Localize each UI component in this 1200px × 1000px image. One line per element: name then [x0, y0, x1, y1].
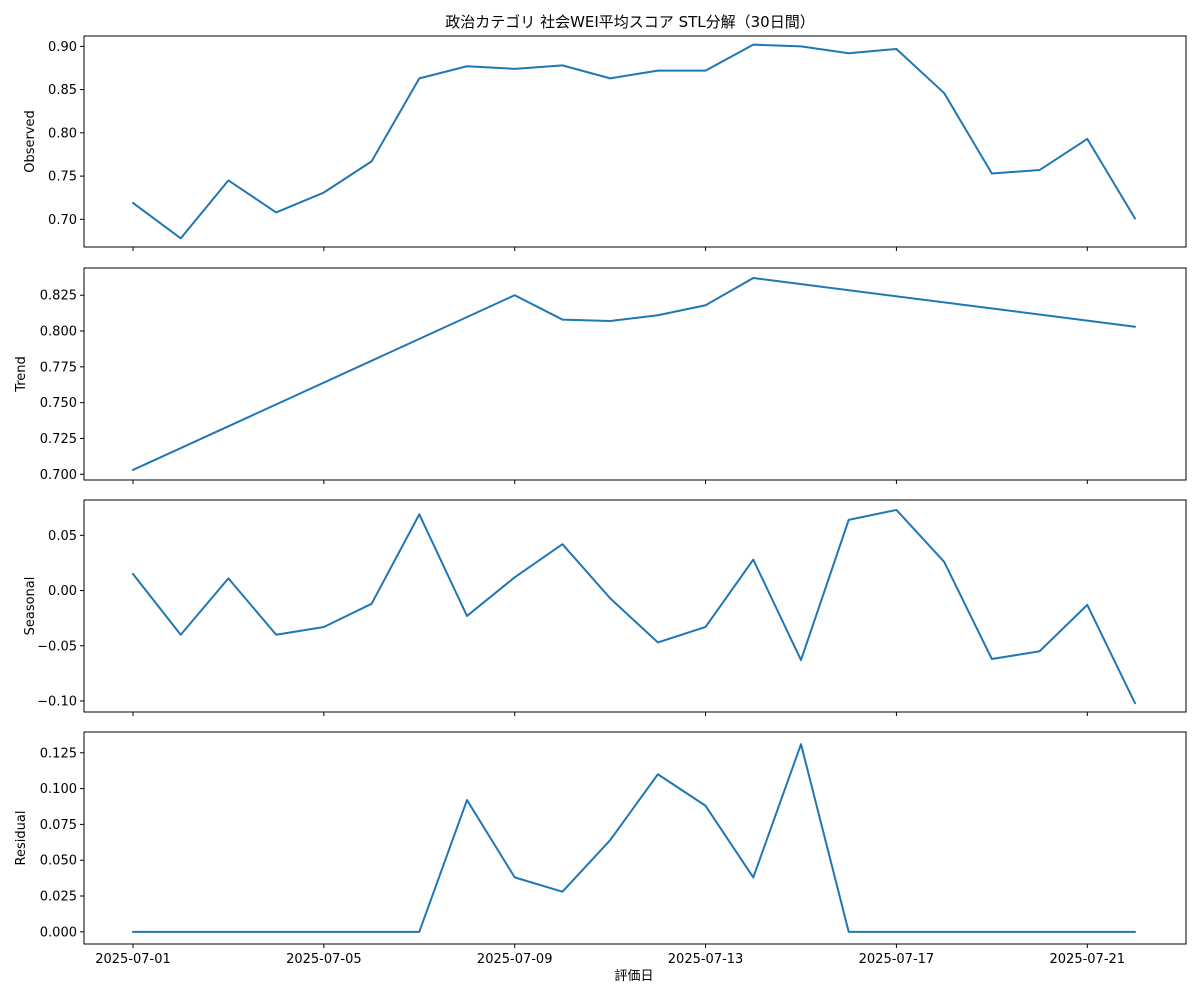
axes-frame — [83, 35, 1187, 248]
panel-trend: 0.700 0.725 0.750 0.775 0.800 0.825 Trend — [14, 267, 1187, 484]
y-axis-label: Trend — [14, 356, 29, 393]
y-tick-label: 0.700 — [40, 468, 77, 483]
y-tick-label: 0.750 — [40, 396, 77, 411]
y-tick-label: 0.90 — [48, 40, 77, 55]
y-tick-label: 0.800 — [40, 325, 77, 340]
axes-frame — [83, 267, 1187, 481]
series-line-observed — [132, 43, 1136, 240]
y-tick-label: 0.050 — [40, 854, 77, 869]
y-tick-label: 0.075 — [40, 818, 77, 833]
series-line-trend — [132, 277, 1136, 471]
y-tick-label: −0.10 — [37, 694, 77, 709]
y-tick-label: 0.000 — [40, 925, 77, 940]
y-tick-label: 0.70 — [48, 213, 77, 228]
y-tick-label: 0.825 — [40, 289, 77, 304]
x-tick-label: 2025-07-13 — [668, 952, 744, 967]
x-tick-label: 2025-07-01 — [95, 952, 171, 967]
y-axis-label: Residual — [14, 811, 29, 866]
x-tick-label: 2025-07-21 — [1050, 952, 1126, 967]
panel-residual: 0.000 0.025 0.050 0.075 0.100 0.125 2025-07-01… — [14, 731, 1187, 967]
series-line-seasonal — [132, 508, 1136, 705]
panel-observed: 0.70 0.75 0.80 0.85 0.90 Observed — [23, 35, 1187, 251]
y-tick-label: 0.025 — [40, 890, 77, 905]
panel-seasonal: −0.10 −0.05 0.00 0.05 Seasonal — [23, 499, 1187, 716]
series-line-residual — [132, 743, 1136, 933]
y-tick-label: 0.125 — [40, 746, 77, 761]
axes-frame — [83, 731, 1187, 945]
x-axis-label: 評価日 — [614, 969, 653, 984]
y-tick-label: −0.05 — [37, 639, 77, 654]
y-tick-label: 0.75 — [48, 170, 77, 185]
x-tick-label: 2025-07-09 — [477, 952, 553, 967]
chart-title: 政治カテゴリ 社会WEI平均スコア STL分解（30日間） — [445, 13, 814, 31]
y-tick-label: 0.85 — [48, 83, 77, 98]
axes-frame — [83, 499, 1187, 713]
x-tick-label: 2025-07-05 — [286, 952, 362, 967]
y-axis-label: Observed — [23, 110, 38, 173]
y-tick-label: 0.00 — [48, 584, 77, 599]
y-tick-label: 0.775 — [40, 360, 77, 375]
y-tick-label: 0.80 — [48, 126, 77, 141]
x-tick-label: 2025-07-17 — [859, 952, 935, 967]
y-tick-label: 0.725 — [40, 432, 77, 447]
panels-layer: 0.700.750.800.850.90Observed0.7000.7250.… — [14, 35, 1187, 967]
y-tick-label: 0.100 — [40, 782, 77, 797]
y-axis-label: Seasonal — [23, 577, 38, 636]
y-tick-label: 0.05 — [48, 529, 77, 544]
